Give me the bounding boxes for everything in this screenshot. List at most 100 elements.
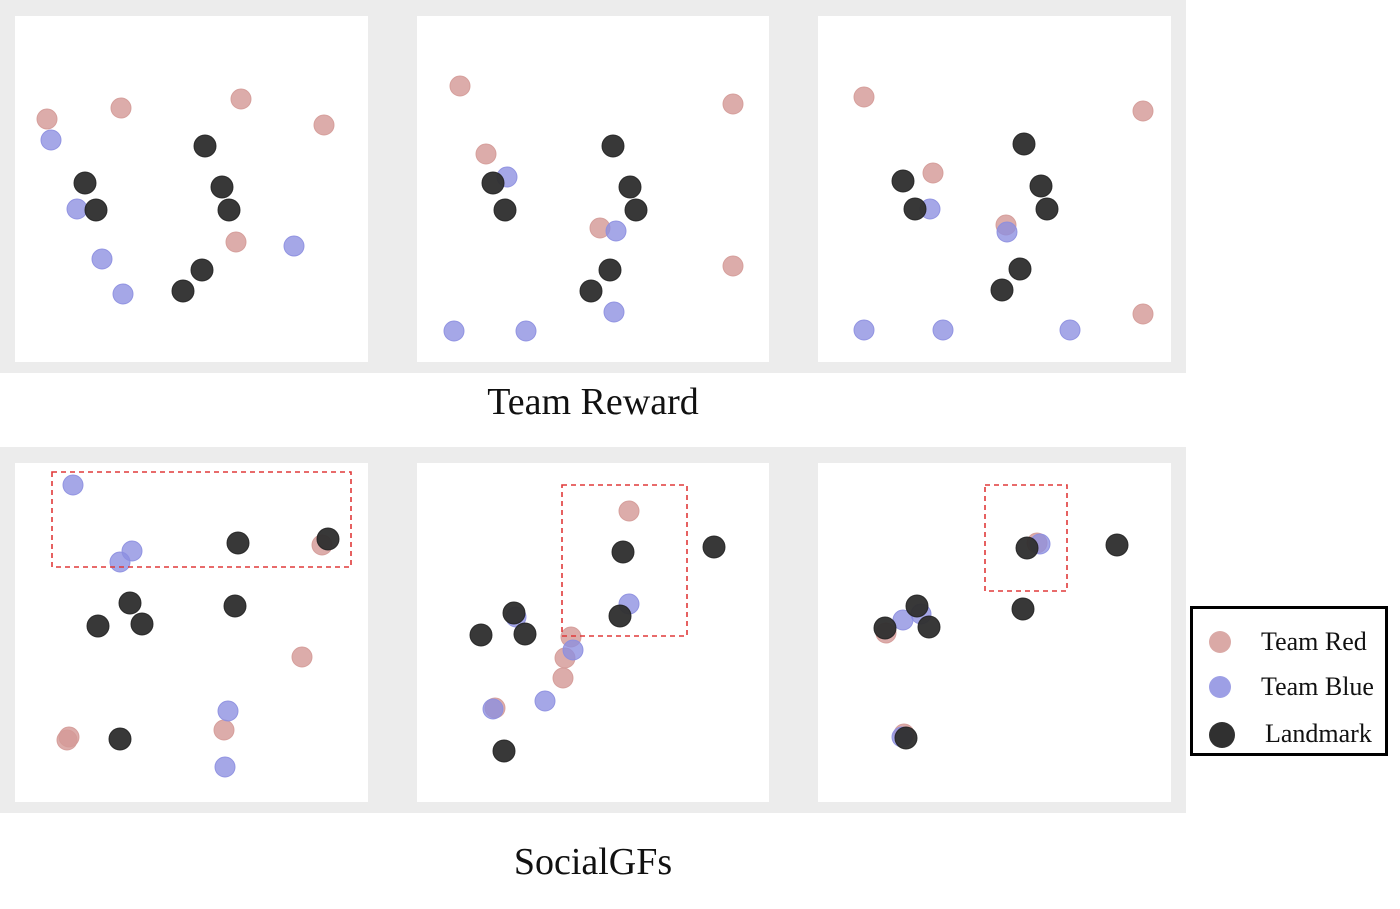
landmark-point (1011, 597, 1035, 621)
team-blue-agent (66, 198, 88, 220)
landmark-point (210, 175, 234, 199)
highlight-box (984, 484, 1068, 592)
team-red-agent (225, 231, 247, 253)
landmark-point (217, 198, 241, 222)
team-red-agent (1132, 100, 1154, 122)
landmark-point (905, 594, 929, 618)
team-blue-agent (1059, 319, 1081, 341)
landmark-point (611, 540, 635, 564)
team-red-agent (230, 88, 252, 110)
team-reward-label: Team Reward (487, 381, 699, 423)
landmark-point (1105, 533, 1129, 557)
landmark-point (1015, 536, 1039, 560)
team-red-agent (722, 93, 744, 115)
team-reward-panel-1 (15, 16, 368, 362)
legend: Team Red Team Blue Landmark (1190, 606, 1388, 756)
legend-label-landmark: Landmark (1265, 719, 1372, 748)
scatter-plot (443, 75, 744, 342)
landmark-point (513, 622, 537, 646)
landmark-point (118, 591, 142, 615)
landmark-point (618, 175, 642, 199)
landmark-point (223, 594, 247, 618)
team-blue-agent (605, 220, 627, 242)
landmark-point (493, 198, 517, 222)
team-red-agent (1132, 303, 1154, 325)
landmark-point (190, 258, 214, 282)
team-blue-agent (932, 319, 954, 341)
landmark-point (1008, 257, 1032, 281)
team-red-agent (58, 726, 80, 748)
scatter-plot (853, 86, 1154, 341)
team-blue-agent (91, 248, 113, 270)
scatter-plot (51, 471, 352, 778)
scatter-plot (469, 484, 726, 763)
team-blue-marker (1209, 676, 1231, 698)
landmark-point (702, 535, 726, 559)
landmark-point (891, 169, 915, 193)
team-blue-agent (283, 235, 305, 257)
team-reward-panel-3 (818, 16, 1171, 362)
team-blue-agent (443, 320, 465, 342)
socialgfs-panel-3 (818, 463, 1171, 802)
landmark-point (84, 198, 108, 222)
landmark-point (130, 612, 154, 636)
landmark-point (316, 527, 340, 551)
landmark-point (469, 623, 493, 647)
socialgfs-label: SocialGFs (513, 841, 673, 883)
team-blue-agent (62, 474, 84, 496)
legend-label-team-blue: Team Blue (1261, 672, 1374, 701)
landmark-point (1035, 197, 1059, 221)
team-blue-agent (853, 319, 875, 341)
landmark-point (894, 726, 918, 750)
landmark-point (481, 171, 505, 195)
team-red-marker (1209, 631, 1231, 653)
scatter-plot (873, 484, 1129, 750)
landmark-point (73, 171, 97, 195)
landmark-point (1029, 174, 1053, 198)
team-blue-agent (515, 320, 537, 342)
landmark-point (601, 134, 625, 158)
team-blue-agent (214, 756, 236, 778)
landmark-point (108, 727, 132, 751)
landmark-point (86, 614, 110, 638)
socialgfs-panel-2 (417, 463, 769, 802)
team-red-agent (313, 114, 335, 136)
team-red-agent (449, 75, 471, 97)
landmark-point (608, 604, 632, 628)
landmark-marker (1209, 722, 1235, 748)
team-red-agent (213, 719, 235, 741)
team-red-agent (291, 646, 313, 668)
scatter-plot (36, 88, 335, 305)
team-red-agent (552, 667, 574, 689)
landmark-point (1012, 132, 1036, 156)
landmark-point (990, 278, 1014, 302)
landmark-point (903, 197, 927, 221)
landmark-point (502, 601, 526, 625)
team-blue-agent (112, 283, 134, 305)
landmark-point (492, 739, 516, 763)
legend-item-landmark: Landmark (1193, 715, 1391, 755)
team-blue-agent (40, 129, 62, 151)
team-blue-agent (534, 690, 556, 712)
legend-item-team-red: Team Red (1193, 623, 1391, 663)
landmark-point (873, 616, 897, 640)
team-blue-agent (996, 221, 1018, 243)
team-blue-agent (482, 698, 504, 720)
team-blue-agent (217, 700, 239, 722)
team-blue-agent (603, 301, 625, 323)
legend-label-team-red: Team Red (1261, 627, 1367, 656)
highlight-box (51, 471, 352, 568)
team-red-agent (618, 500, 640, 522)
landmark-point (226, 531, 250, 555)
landmark-point (598, 258, 622, 282)
team-red-agent (475, 143, 497, 165)
landmark-point (171, 279, 195, 303)
team-red-agent (853, 86, 875, 108)
team-blue-agent (562, 639, 584, 661)
landmark-point (624, 198, 648, 222)
highlight-box (561, 484, 688, 637)
landmark-point (193, 134, 217, 158)
landmark-point (579, 279, 603, 303)
team-blue-agent (109, 551, 131, 573)
socialgfs-panel-1 (15, 463, 368, 802)
